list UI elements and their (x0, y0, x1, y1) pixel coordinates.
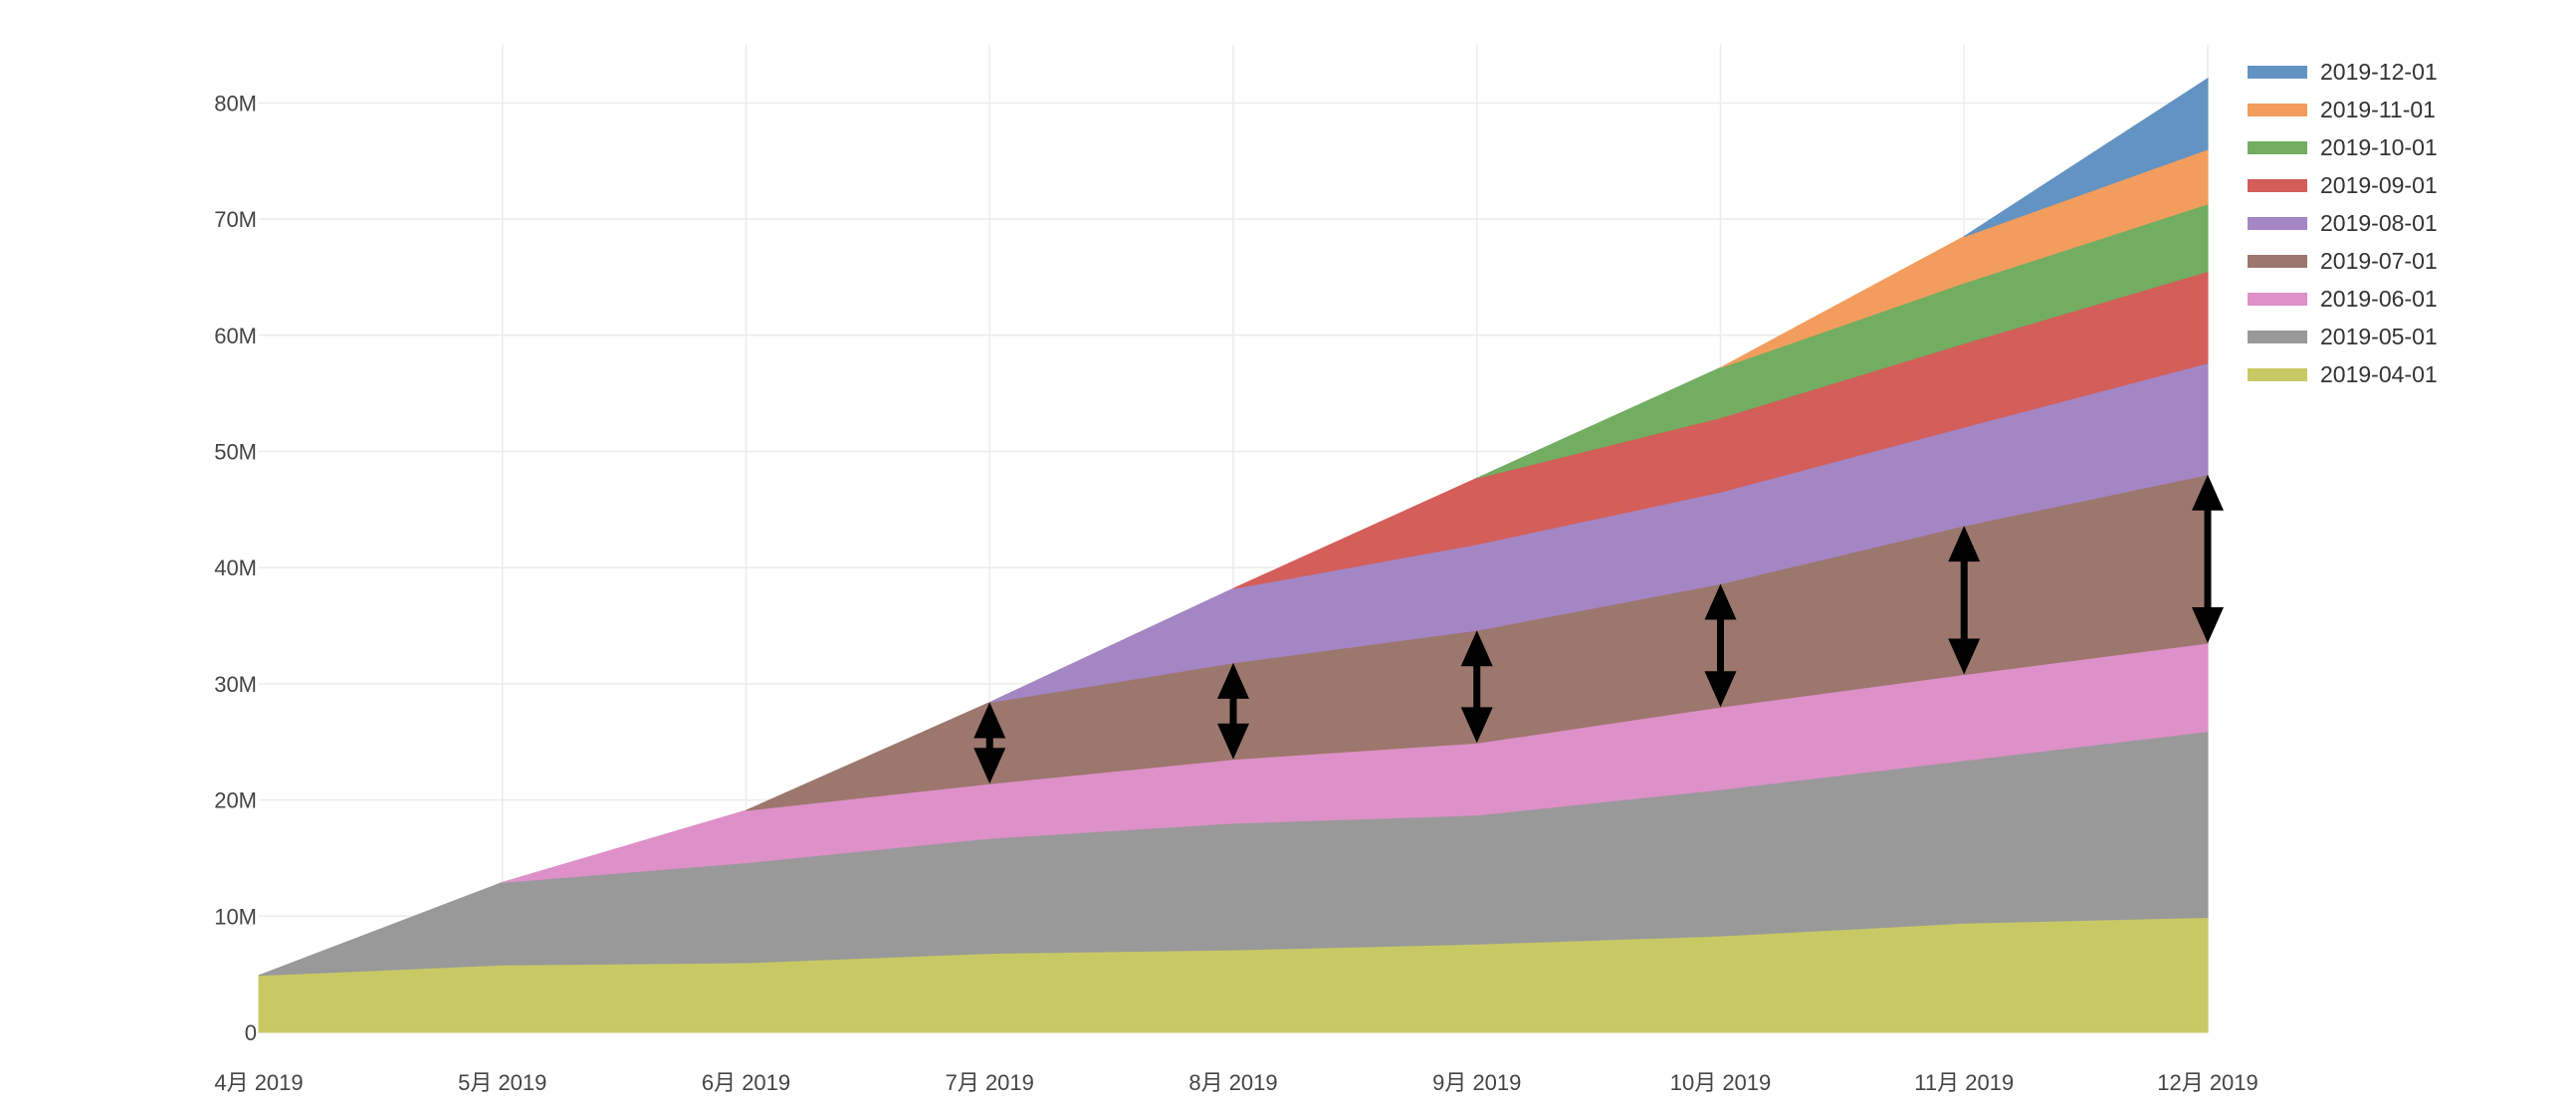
legend-item-2019-09-01[interactable]: 2019-09-01 (2248, 172, 2438, 198)
double-arrow-annotation (1948, 526, 1981, 675)
y-tick-label: 20M (214, 788, 257, 813)
x-tick-label: 7月 2019 (946, 1070, 1034, 1095)
x-tick-label: 10月 2019 (1670, 1070, 1772, 1095)
legend-swatch (2248, 141, 2307, 154)
legend-label: 2019-10-01 (2320, 134, 2438, 160)
legend-swatch (2248, 179, 2307, 192)
legend: 2019-12-01 2019-11-01 2019-10-01 2019-09-01… (2248, 59, 2438, 387)
double-arrow-annotation (1217, 662, 1249, 760)
y-tick-label: 80M (214, 91, 257, 115)
legend-swatch (2248, 104, 2307, 116)
y-tick-label: 0 (245, 1020, 257, 1045)
y-tick-label: 40M (214, 556, 257, 580)
legend-item-2019-12-01[interactable]: 2019-12-01 (2248, 59, 2438, 85)
x-axis: 4月 2019 5月 2019 6月 2019 7月 2019 8月 2019 9月 20… (214, 1070, 2257, 1095)
y-tick-label: 70M (214, 207, 257, 232)
double-arrow-annotation (1704, 583, 1737, 708)
legend-label: 2019-04-01 (2320, 361, 2438, 387)
legend-label: 2019-07-01 (2320, 248, 2438, 274)
legend-label: 2019-11-01 (2320, 97, 2436, 122)
x-tick-label: 6月 2019 (702, 1070, 790, 1095)
legend-swatch (2248, 368, 2307, 381)
legend-item-2019-06-01[interactable]: 2019-06-01 (2248, 286, 2438, 312)
legend-item-2019-07-01[interactable]: 2019-07-01 (2248, 248, 2438, 274)
x-tick-label: 5月 2019 (458, 1070, 546, 1095)
annotations (973, 474, 2224, 784)
area-2019-12-01 (1964, 77, 2209, 238)
legend-label: 2019-09-01 (2320, 172, 2438, 198)
y-axis: 0 10M 20M 30M 40M 50M 60M 70M 80M (214, 91, 257, 1045)
legend-swatch (2248, 331, 2307, 343)
legend-swatch (2248, 66, 2307, 79)
legend-swatch (2248, 217, 2307, 230)
legend-swatch (2248, 293, 2307, 306)
legend-label: 2019-06-01 (2320, 286, 2438, 312)
x-tick-label: 9月 2019 (1432, 1070, 1521, 1095)
y-tick-label: 50M (214, 439, 257, 464)
double-arrow-annotation (1460, 630, 1493, 744)
x-tick-label: 8月 2019 (1188, 1070, 1277, 1095)
legend-item-2019-11-01[interactable]: 2019-11-01 (2248, 97, 2436, 122)
y-tick-label: 10M (214, 904, 257, 929)
y-tick-label: 30M (214, 672, 257, 697)
legend-item-2019-04-01[interactable]: 2019-04-01 (2248, 361, 2438, 387)
x-tick-label: 11月 2019 (1914, 1070, 2014, 1095)
legend-label: 2019-12-01 (2320, 59, 2438, 85)
area-2019-11-01 (1720, 148, 2209, 368)
x-tick-label: 12月 2019 (2157, 1070, 2258, 1095)
legend-item-2019-10-01[interactable]: 2019-10-01 (2248, 134, 2438, 160)
legend-item-2019-08-01[interactable]: 2019-08-01 (2248, 210, 2438, 236)
legend-item-2019-05-01[interactable]: 2019-05-01 (2248, 324, 2438, 349)
legend-label: 2019-08-01 (2320, 210, 2438, 236)
legend-swatch (2248, 255, 2307, 268)
legend-label: 2019-05-01 (2320, 324, 2438, 349)
x-tick-label: 4月 2019 (214, 1070, 303, 1095)
double-arrow-annotation (973, 702, 1006, 784)
double-arrow-annotation (2192, 474, 2224, 644)
y-tick-label: 60M (214, 324, 257, 348)
